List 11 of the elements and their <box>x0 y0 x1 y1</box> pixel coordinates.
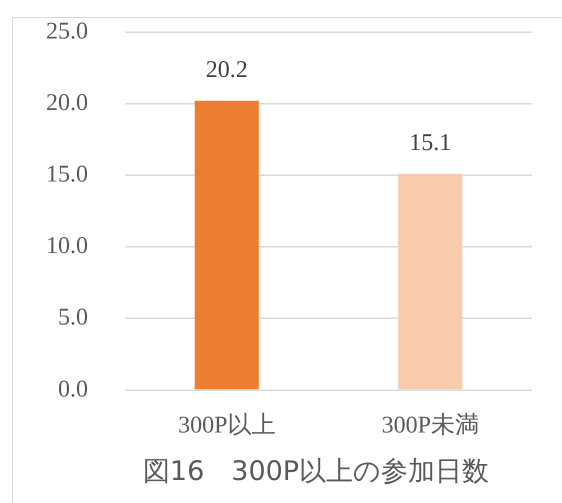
y-tick-label: 20.0 <box>46 90 88 116</box>
data-label: 20.2 <box>206 57 248 84</box>
y-tick-label: 0.0 <box>58 376 88 402</box>
y-tick-label: 25.0 <box>46 18 88 44</box>
text: 図16 300P以上の参加日数 <box>142 456 490 488</box>
x-tick-label: 300P未満 <box>382 412 479 439</box>
y-tick-label: 10.0 <box>46 233 88 260</box>
y-tick-label: 15.0 <box>46 161 88 188</box>
x-tick-label: 300P以上 <box>178 412 276 439</box>
y-tick-label: 5.0 <box>58 304 88 331</box>
data-label: 15.1 <box>409 130 452 156</box>
